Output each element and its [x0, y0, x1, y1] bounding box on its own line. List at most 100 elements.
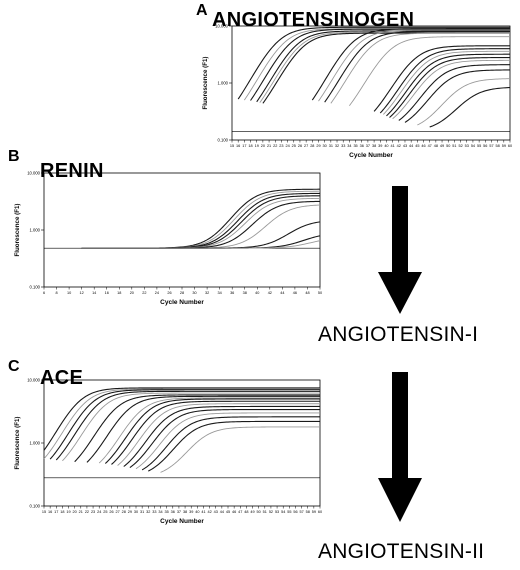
x-tick-label: 37: [177, 510, 181, 514]
x-tick-label: 40: [384, 144, 388, 148]
x-tick-label: 42: [268, 291, 272, 295]
amplification-curve: [404, 69, 511, 123]
amplification-curve: [386, 53, 510, 117]
x-tick-label: 53: [275, 510, 279, 514]
panel-b-letter: B: [8, 148, 20, 165]
x-tick-label: 42: [207, 510, 211, 514]
x-tick-label: 34: [218, 291, 222, 295]
arrow-2-head: [378, 478, 422, 522]
x-tick-label: 30: [134, 510, 138, 514]
x-axis-label: Cycle Number: [349, 152, 393, 159]
x-tick-label: 59: [502, 144, 506, 148]
y-axis-label: Fluorescence (F1): [14, 204, 21, 257]
x-tick-label: 25: [103, 510, 107, 514]
x-tick-label: 26: [167, 291, 171, 295]
x-tick-label: 30: [192, 291, 196, 295]
panel-b-title: RENIN: [40, 160, 104, 182]
x-tick-label: 32: [146, 510, 150, 514]
x-tick-label: 8: [55, 291, 57, 295]
plot-frame: [231, 25, 511, 141]
x-tick-label: 52: [458, 144, 462, 148]
x-tick-label: 25: [292, 144, 296, 148]
x-tick-label: 15: [230, 144, 234, 148]
x-tick-label: 29: [128, 510, 132, 514]
amplification-curve: [111, 400, 320, 465]
x-tick-label: 28: [122, 510, 126, 514]
x-tick-label: 22: [85, 510, 89, 514]
x-tick-label: 33: [341, 144, 345, 148]
x-tick-label: 51: [452, 144, 456, 148]
x-tick-label: 38: [183, 510, 187, 514]
x-tick-label: 16: [105, 291, 109, 295]
chart-c: 0.100 1.000 10.000 15 16 17 18 19 20 21 22 23 24 25 26…: [14, 378, 322, 526]
x-tick-label: 18: [248, 144, 252, 148]
amplification-curve: [55, 390, 320, 461]
x-tick-label: 34: [347, 144, 351, 148]
x-tick-label: 20: [73, 510, 77, 514]
x-tick-label: 53: [465, 144, 469, 148]
amplification-curve: [389, 56, 510, 118]
x-tick-label: 14: [92, 291, 96, 295]
x-tick-label: 58: [306, 510, 310, 514]
x-tick-label: 30: [323, 144, 327, 148]
x-tick-label: 44: [409, 144, 413, 148]
x-tick-label: 18: [60, 510, 64, 514]
amplification-curve: [123, 405, 320, 467]
x-tick-label: 42: [397, 144, 401, 148]
x-tick-label: 46: [232, 510, 236, 514]
x-tick-label: 45: [226, 510, 230, 514]
y-tick-label: 10.000: [215, 24, 228, 29]
x-tick-label: 19: [66, 510, 70, 514]
x-tick-label: 50: [257, 510, 261, 514]
x-tick-label: 36: [230, 291, 234, 295]
amplification-curve: [398, 64, 510, 121]
y-tick-label: 0.100: [218, 138, 229, 143]
x-tick-label: 17: [54, 510, 58, 514]
y-tick-label: 10.000: [27, 378, 40, 383]
x-tick-label: 54: [281, 510, 285, 514]
x-tick-label: 27: [115, 510, 119, 514]
amplification-curve: [141, 416, 320, 471]
amplification-curve: [104, 398, 320, 464]
amplification-curve: [429, 86, 511, 128]
x-axis-label: Cycle Number: [160, 518, 204, 525]
x-tick-label: 27: [304, 144, 308, 148]
x-tick-label: 56: [483, 144, 487, 148]
x-tick-label: 34: [158, 510, 162, 514]
x-tick-label: 43: [214, 510, 218, 514]
x-tick-label: 60: [318, 510, 322, 514]
amplification-curve: [324, 30, 510, 103]
x-tick-label: 38: [372, 144, 376, 148]
amplification-curve: [81, 192, 321, 249]
x-tick-label: 12: [80, 291, 84, 295]
x-tick-label: 24: [97, 510, 101, 514]
y-tick-label: 1.000: [218, 81, 229, 86]
amplification-curve: [117, 403, 320, 466]
amplification-curve: [86, 395, 320, 463]
amplification-curve: [237, 26, 510, 100]
x-tick-label: 47: [238, 510, 242, 514]
x-tick-label: 50: [318, 291, 322, 295]
x-tick-label: 55: [287, 510, 291, 514]
amplification-curve: [81, 188, 320, 249]
y-tick-label: 0.100: [30, 504, 41, 509]
x-tick-label: 15: [42, 510, 46, 514]
x-tick-label: 19: [255, 144, 259, 148]
x-tick-label: 21: [79, 510, 83, 514]
y-tick-label: 0.100: [30, 285, 41, 290]
amplification-curve: [135, 412, 320, 470]
amplification-curve: [417, 78, 511, 126]
x-tick-label: 36: [360, 144, 364, 148]
panel-a-letter: A: [196, 2, 208, 19]
amplification-curve: [250, 28, 510, 101]
amplification-curve: [129, 408, 320, 469]
x-tick-label: 39: [189, 510, 193, 514]
chart-a: 0.100 1.000 10.000 15 16 17 18 19 20 21 22 23 24 25 26…: [202, 24, 512, 160]
amplification-curve: [256, 30, 510, 103]
x-tick-label: 48: [305, 291, 309, 295]
x-tick-label: 31: [329, 144, 333, 148]
x-tick-label: 35: [165, 510, 169, 514]
x-tick-label: 59: [312, 510, 316, 514]
x-tick-label: 46: [293, 291, 297, 295]
amplification-curve: [148, 420, 320, 472]
